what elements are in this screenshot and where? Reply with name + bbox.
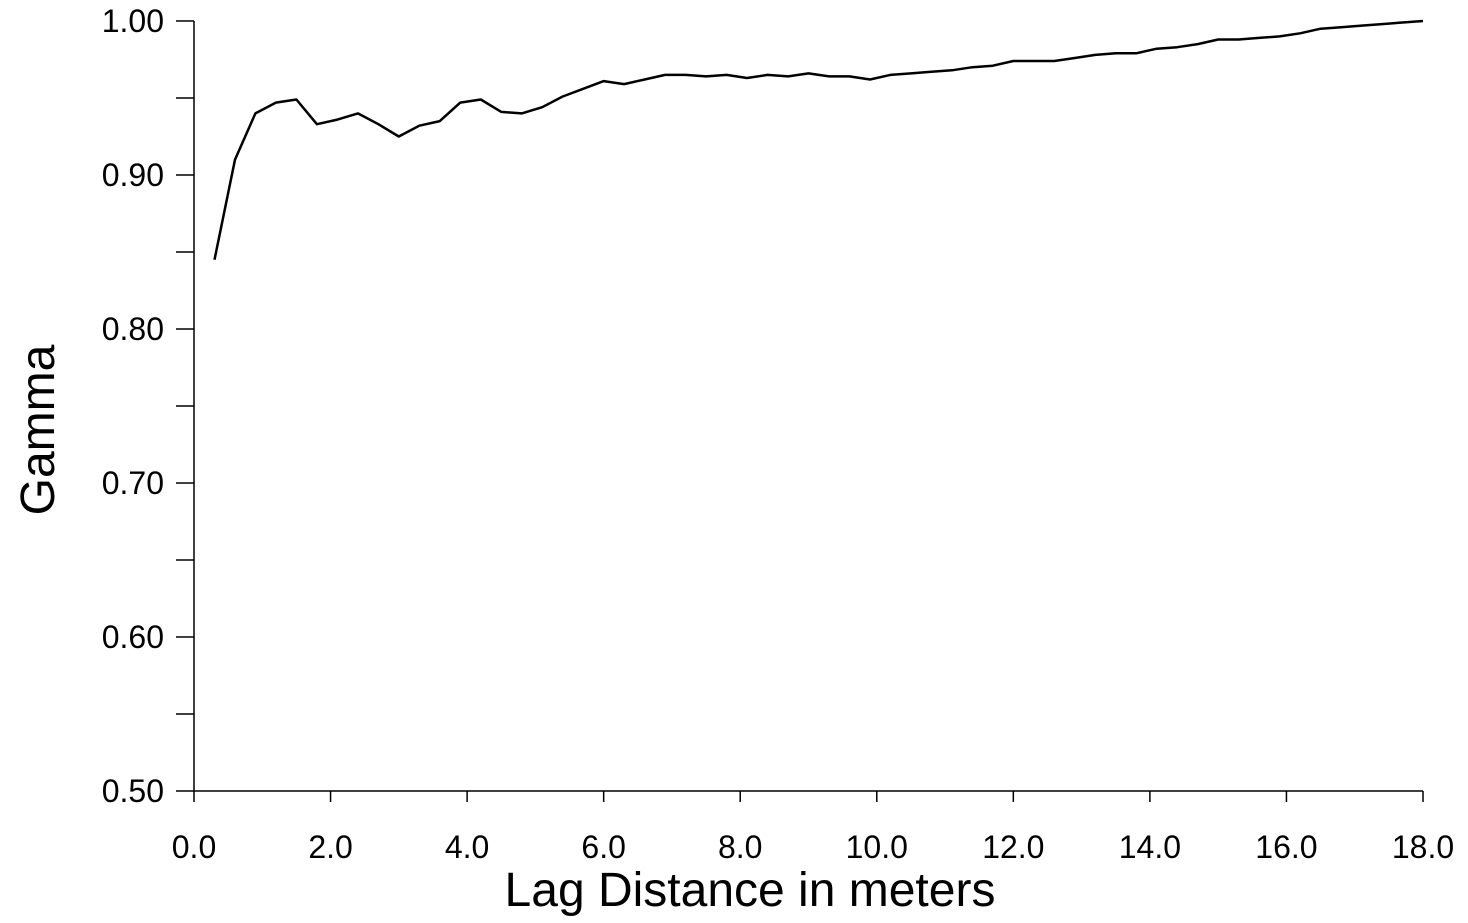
y-tick-label: 1.00 xyxy=(102,3,164,39)
y-tick-label: 0.80 xyxy=(102,311,164,347)
x-axis-title: Lag Distance in meters xyxy=(505,864,996,917)
x-tick-label: 0.0 xyxy=(172,829,216,865)
x-tick-label: 2.0 xyxy=(308,829,352,865)
y-tick-label: 0.50 xyxy=(102,773,164,809)
x-tick-label: 16.0 xyxy=(1255,829,1317,865)
y-tick-label: 0.70 xyxy=(102,465,164,501)
x-tick-label: 8.0 xyxy=(718,829,762,865)
series-line-0 xyxy=(213,19,1424,260)
x-tick-label: 4.0 xyxy=(445,829,489,865)
y-ticks: 0.50 0.60 0.70 0.80 0.90 1.00 xyxy=(102,3,194,809)
axes xyxy=(193,21,1423,792)
y-tick-label: 0.60 xyxy=(102,619,164,655)
x-tick-label: 12.0 xyxy=(982,829,1044,865)
series-layer xyxy=(213,19,1424,260)
x-ticks: 0.0 2.0 4.0 6.0 8.0 10.0 12.0 14.0 16.0 18.0 xyxy=(172,791,1454,865)
x-tick-label: 6.0 xyxy=(581,829,625,865)
y-axis-title: Gamma xyxy=(12,344,65,515)
x-tick-label: 14.0 xyxy=(1119,829,1181,865)
x-tick-label: 18.0 xyxy=(1392,829,1454,865)
y-tick-label: 0.90 xyxy=(102,157,164,193)
x-tick-label: 10.0 xyxy=(846,829,908,865)
